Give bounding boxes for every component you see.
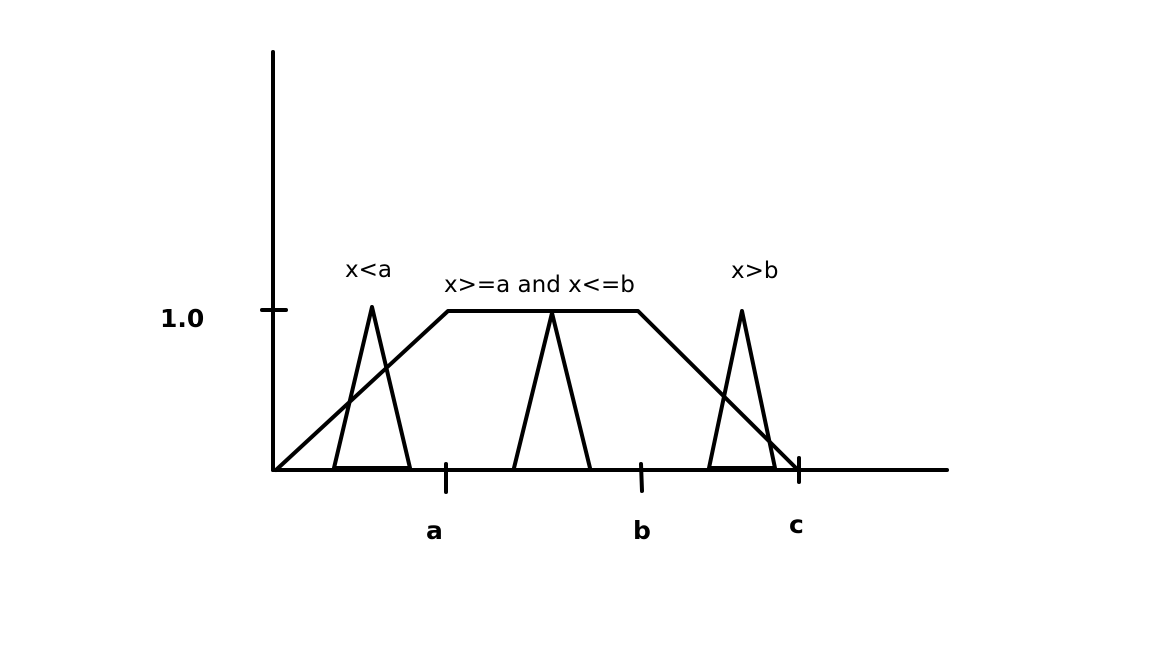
x-tick-label-a: a [426, 516, 443, 545]
triangle-middle [512, 311, 592, 470]
x-tick-label-c: c [789, 510, 804, 539]
y-tick-label: 1.0 [160, 304, 204, 333]
label-x-between-a-b: x>=a and x<=b [444, 272, 635, 298]
triangle-left [332, 305, 412, 470]
trapezoid-shape [274, 309, 800, 472]
label-x-greater-b: x>b [731, 258, 778, 284]
x-tick-b [639, 462, 644, 493]
label-x-less-a: x<a [345, 257, 392, 283]
triangle-right [707, 309, 777, 470]
x-tick-label-b: b [633, 516, 651, 545]
